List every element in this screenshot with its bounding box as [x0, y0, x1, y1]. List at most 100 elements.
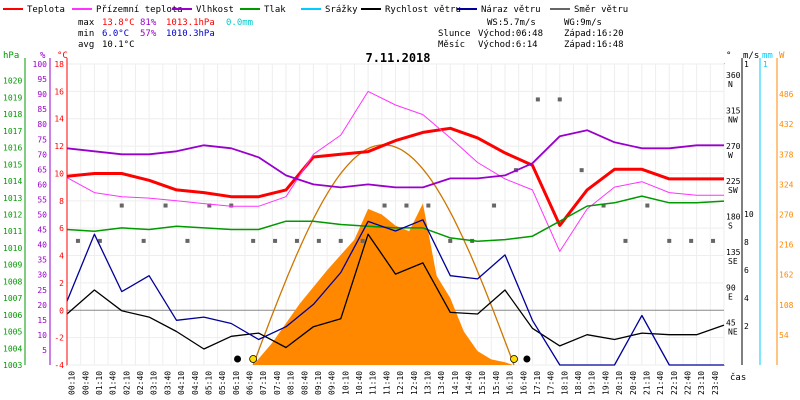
sun-label: Slunce: [438, 29, 471, 39]
tick-rain: 1: [763, 60, 768, 69]
tick-time: 04:10: [177, 371, 186, 395]
tick-wind-speed: 8: [744, 238, 749, 247]
wind-dir-point: [689, 238, 694, 243]
tick-time: 16:40: [519, 371, 528, 395]
tick-time: 09:40: [328, 371, 337, 395]
legend-label-7: Směr větru: [574, 5, 628, 15]
series-line-4: [66, 233, 725, 350]
chart-title: 7.11.2018: [365, 51, 430, 65]
tick-wind-dir: 360: [726, 71, 741, 80]
wind-dir-point: [382, 203, 387, 208]
tick-solar: 432: [779, 120, 794, 129]
wind-dir-point: [294, 238, 299, 243]
tick-pressure: 1014: [3, 177, 22, 186]
tick-solar: 216: [779, 241, 794, 250]
tick-humidity: 40: [37, 241, 47, 250]
wind-dir-point: [75, 238, 80, 243]
wind-dir-point: [119, 203, 124, 208]
tick-solar: 54: [779, 331, 789, 340]
tick-time: 10:40: [355, 371, 364, 395]
legend: Teplota Přízemní teplota Vlhkost Tlak Srážky…: [3, 5, 628, 15]
wind-dir-point: [360, 238, 365, 243]
tick-time: 12:10: [396, 371, 405, 395]
tick-wind-dir: 180: [726, 213, 741, 222]
tick-temperature: 6: [59, 224, 64, 233]
tick-time: 20:10: [615, 371, 624, 395]
tick-pressure: 1009: [3, 261, 22, 270]
legend-label-6: Náraz větru: [481, 5, 541, 15]
tick-time: 09:10: [314, 371, 323, 395]
tick-pressure: 1004: [3, 344, 22, 353]
stats-panel: max 13.8°C 81% 1013.1hPa 0.0mm min 6.0°C…: [78, 18, 253, 50]
wind-wg: WG:9m/s: [564, 18, 602, 28]
tick-time: 19:40: [601, 371, 610, 395]
tick-solar: 378: [779, 150, 794, 159]
stat-max-press: 1013.1hPa: [166, 18, 215, 28]
tick-time: 03:40: [163, 371, 172, 395]
astro-info: WS:5.7m/s WG:9m/s Slunce Východ:06:48 Zá…: [438, 18, 624, 50]
tick-time: 22:10: [670, 371, 679, 395]
unit-temp: °C: [57, 51, 68, 61]
tick-solar: 324: [779, 180, 794, 189]
stat-max-rain: 0.0mm: [226, 18, 253, 28]
tick-compass: SW: [728, 186, 738, 195]
series-lines: [66, 90, 725, 366]
tick-pressure: 1011: [3, 227, 22, 236]
tick-pressure: 1003: [3, 361, 22, 370]
unit-hpa: hPa: [3, 51, 19, 61]
unit-time: čas: [730, 372, 746, 383]
tick-humidity: 50: [37, 211, 47, 220]
stat-min-hum: 57%: [140, 29, 157, 39]
tick-time: 15:10: [478, 371, 487, 395]
tick-time: 23:10: [697, 371, 706, 395]
tick-humidity: 20: [37, 301, 47, 310]
tick-humidity: 85: [37, 105, 47, 114]
wind-dir-point: [316, 238, 321, 243]
unit-ms: m/s: [743, 51, 759, 61]
tick-time: 18:40: [574, 371, 583, 395]
tick-time: 04:40: [191, 371, 200, 395]
tick-pressure: 1020: [3, 77, 22, 86]
sunset-marker: [510, 355, 518, 363]
wind-dir-point: [141, 238, 146, 243]
tick-humidity: 35: [37, 256, 47, 265]
tick-solar: 108: [779, 301, 794, 310]
wind-dir-point: [623, 238, 628, 243]
tick-temperature: -4: [54, 361, 64, 370]
sun-rise: Východ:06:48: [478, 29, 543, 39]
tick-time: 21:10: [642, 371, 651, 395]
tick-time: 08:40: [300, 371, 309, 395]
wind-dir-point: [667, 238, 672, 243]
tick-temperature: 4: [59, 252, 64, 261]
wind-dir-point: [163, 203, 168, 208]
wind-dir-point: [448, 238, 453, 243]
tick-humidity: 15: [37, 316, 47, 325]
wind-dir-point: [579, 168, 584, 173]
wind-dir-point: [207, 203, 212, 208]
tick-humidity: 65: [37, 165, 47, 174]
tick-pressure: 1018: [3, 110, 22, 119]
tick-time: 14:10: [451, 371, 460, 395]
tick-solar: 270: [779, 211, 794, 220]
moon-label: Měsíc: [438, 40, 465, 50]
legend-label-2: Vlhkost: [196, 5, 234, 15]
tick-time: 20:40: [629, 371, 638, 395]
tick-time: 21:40: [656, 371, 665, 395]
tick-compass: NW: [728, 115, 738, 124]
tick-time: 06:10: [232, 371, 241, 395]
tick-pressure: 1019: [3, 93, 22, 102]
tick-temperature: 0: [59, 306, 64, 315]
unit-deg: °: [726, 51, 731, 61]
tick-humidity: 60: [37, 180, 47, 189]
tick-wind-speed: 1: [744, 60, 749, 69]
tick-time: 05:10: [204, 371, 213, 395]
wind-dir-point: [404, 203, 409, 208]
tick-wind-speed: 2: [744, 322, 749, 331]
wind-dir-point: [557, 97, 562, 102]
sunrise-marker: [249, 355, 258, 363]
tick-wind-speed: 4: [744, 294, 749, 303]
tick-compass: SE: [728, 257, 738, 266]
tick-pressure: 1008: [3, 277, 22, 286]
tick-solar: 162: [779, 271, 794, 280]
